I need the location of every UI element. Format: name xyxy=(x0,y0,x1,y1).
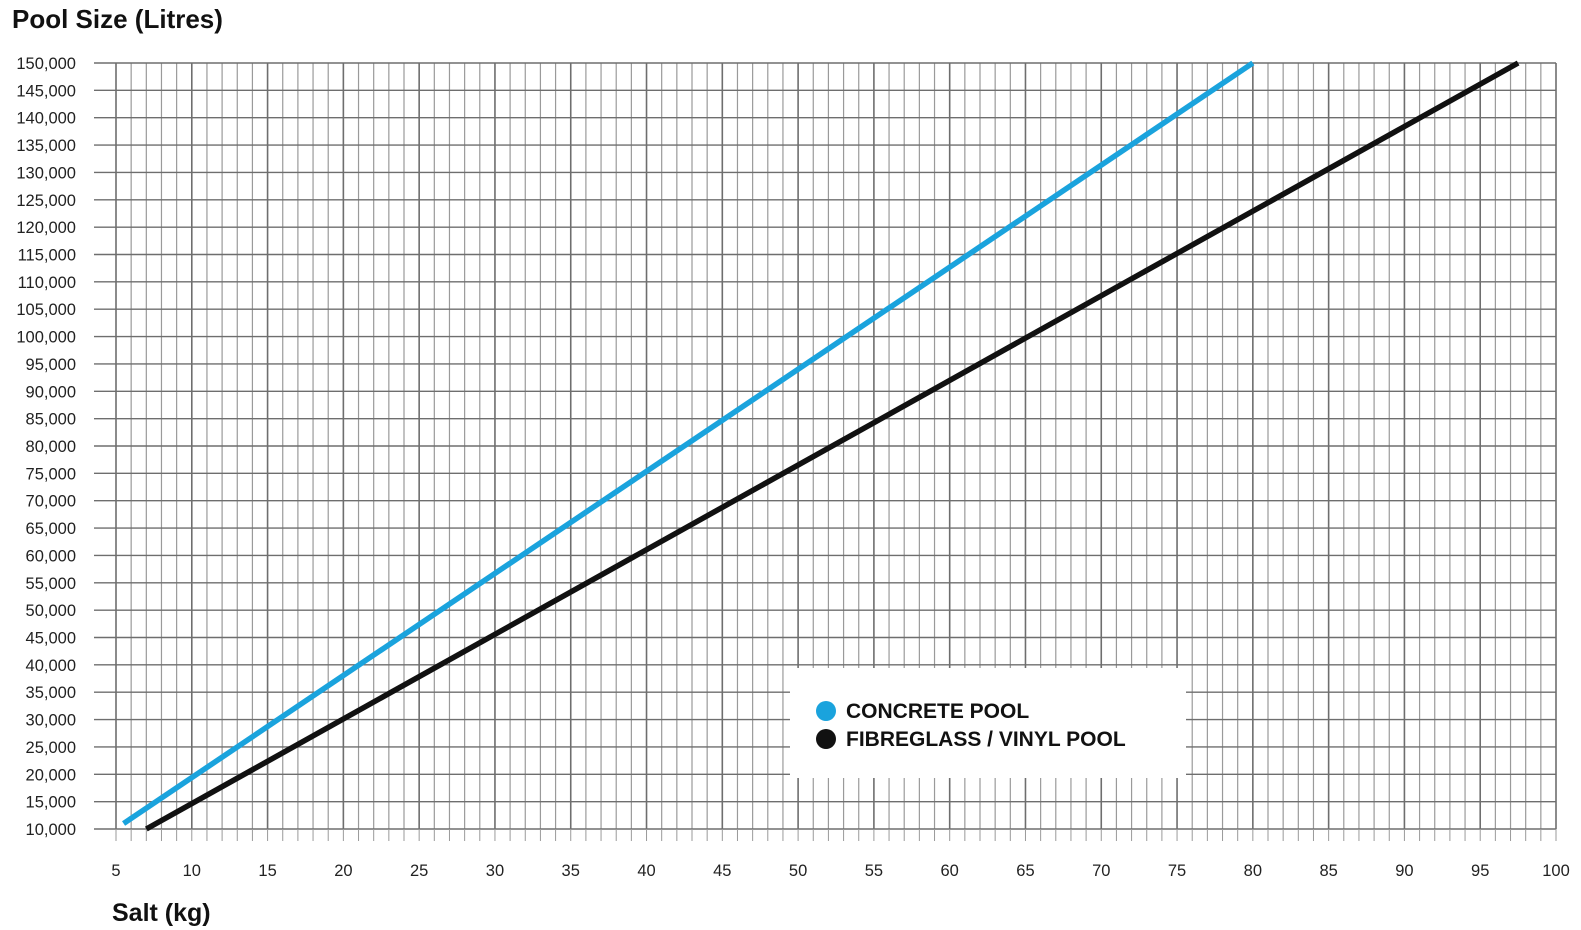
y-tick-label: 125,000 xyxy=(16,192,76,210)
x-axis-ticks: 5 10 15 20 25 30 35 40 45 50 55 60 65 70 75 80 85 90 95 100 xyxy=(111,862,1569,880)
y-tick-label: 25,000 xyxy=(26,739,76,757)
x-tick-label: 10 xyxy=(183,862,201,880)
x-tick-label: 30 xyxy=(486,862,504,880)
y-tick-label: 45,000 xyxy=(26,630,76,648)
y-tick-label: 40,000 xyxy=(26,657,76,675)
y-tick-label: 115,000 xyxy=(18,247,76,265)
x-tick-label: 90 xyxy=(1395,862,1413,880)
y-tick-label: 75,000 xyxy=(26,465,76,483)
y-tick-label: 135,000 xyxy=(16,137,76,155)
legend-swatch-fibreglass xyxy=(816,729,836,749)
y-tick-label: 110,000 xyxy=(18,274,76,292)
x-tick-label: 5 xyxy=(111,862,120,880)
x-tick-label: 55 xyxy=(865,862,883,880)
legend-swatch-concrete xyxy=(816,701,836,721)
x-tick-label: 60 xyxy=(941,862,959,880)
grid xyxy=(94,62,1557,841)
y-tick-label: 105,000 xyxy=(16,301,76,319)
y-tick-label: 15,000 xyxy=(26,794,76,812)
x-axis-label: Salt (kg) xyxy=(112,899,211,927)
x-tick-label: 25 xyxy=(410,862,428,880)
legend-box xyxy=(790,668,1186,778)
series-line-concrete xyxy=(122,60,1255,826)
x-tick-label: 95 xyxy=(1471,862,1489,880)
y-tick-label: 145,000 xyxy=(16,82,76,100)
x-tick-label: 70 xyxy=(1092,862,1110,880)
x-tick-label: 65 xyxy=(1016,862,1034,880)
x-tick-label: 80 xyxy=(1244,862,1262,880)
y-axis-ticks: 10,000 15,000 20,000 25,000 30,000 35,000 40,0… xyxy=(16,55,76,839)
x-tick-label: 15 xyxy=(258,862,276,880)
y-tick-label: 95,000 xyxy=(26,356,76,374)
x-tick-label: 50 xyxy=(789,862,807,880)
y-tick-label: 60,000 xyxy=(26,547,76,565)
x-tick-label: 40 xyxy=(637,862,655,880)
x-tick-label: 20 xyxy=(334,862,352,880)
y-tick-label: 100,000 xyxy=(16,329,76,347)
x-tick-label: 35 xyxy=(562,862,580,880)
x-tick-label: 100 xyxy=(1542,862,1570,880)
y-tick-label: 85,000 xyxy=(26,411,76,429)
y-tick-label: 20,000 xyxy=(26,766,76,784)
x-tick-label: 45 xyxy=(713,862,731,880)
x-tick-label: 85 xyxy=(1319,862,1337,880)
y-tick-label: 130,000 xyxy=(16,164,76,182)
legend-label-fibreglass: FIBREGLASS / VINYL POOL xyxy=(846,728,1126,751)
y-tick-label: 150,000 xyxy=(16,55,76,73)
legend: CONCRETE POOL FIBREGLASS / VINYL POOL xyxy=(790,668,1186,778)
y-tick-label: 50,000 xyxy=(26,602,76,620)
y-tick-label: 55,000 xyxy=(26,575,76,593)
y-tick-label: 120,000 xyxy=(16,219,76,237)
chart-title: Pool Size (Litres) xyxy=(12,4,223,34)
y-tick-label: 140,000 xyxy=(16,110,76,128)
y-tick-label: 30,000 xyxy=(26,712,76,730)
y-tick-label: 70,000 xyxy=(26,493,76,511)
legend-label-concrete: CONCRETE POOL xyxy=(846,700,1029,723)
y-tick-label: 35,000 xyxy=(26,684,76,702)
series-lines xyxy=(122,60,1520,832)
y-tick-label: 80,000 xyxy=(26,438,76,456)
x-tick-label: 75 xyxy=(1168,862,1186,880)
y-tick-label: 65,000 xyxy=(26,520,76,538)
y-tick-label: 90,000 xyxy=(26,383,76,401)
series-line-fibreglass xyxy=(144,60,1520,832)
y-tick-label: 10,000 xyxy=(26,821,76,839)
